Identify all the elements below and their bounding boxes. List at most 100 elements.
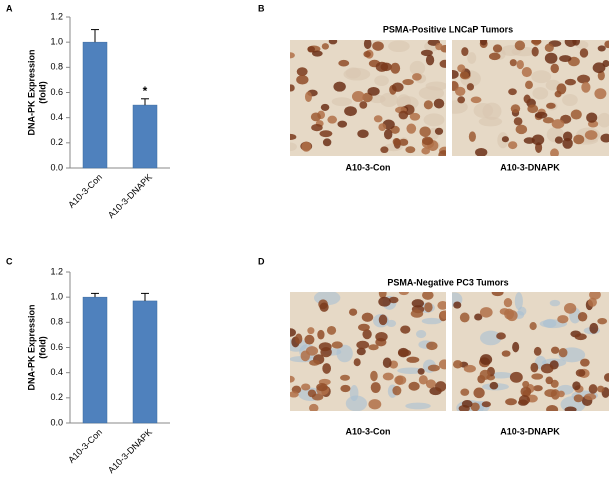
bar [132, 300, 158, 424]
nucleus [383, 129, 393, 140]
nucleus [398, 138, 409, 146]
nucleus [594, 88, 607, 100]
nucleus [479, 307, 493, 318]
nucleus [597, 70, 605, 81]
nucleus [327, 115, 338, 124]
nucleus [421, 147, 431, 155]
nucleus [320, 346, 332, 358]
nucleus [402, 78, 414, 86]
nucleus [534, 111, 548, 119]
nucleus [572, 40, 580, 46]
y-tick-label: 1.2 [50, 266, 63, 276]
nucleus [301, 383, 311, 391]
stroma [345, 67, 361, 79]
nucleus [520, 386, 532, 397]
stroma [478, 116, 503, 127]
nucleus [398, 349, 412, 357]
nucleus [290, 328, 296, 337]
nucleus [398, 110, 409, 120]
stroma [597, 112, 609, 128]
nucleus [409, 112, 421, 121]
nucleus [570, 109, 582, 120]
nucleus [358, 323, 370, 332]
nucleus [317, 329, 325, 340]
stroma [531, 70, 552, 84]
nucleus [309, 403, 319, 411]
nucleus [304, 334, 315, 345]
nucleus [290, 84, 295, 92]
nucleus [572, 381, 581, 391]
stroma [405, 402, 431, 410]
nucleus [438, 359, 446, 370]
nucleus [400, 325, 411, 334]
nucleus [492, 44, 503, 53]
y-tick-label: 0.0 [50, 417, 63, 427]
nucleus [363, 50, 371, 58]
nucleus [394, 375, 407, 385]
nucleus [521, 66, 532, 78]
nucleus [427, 364, 440, 372]
y-tick-label: 1.0 [50, 292, 63, 302]
nucleus [564, 302, 577, 314]
panel-label: D [258, 256, 265, 266]
nucleus [417, 368, 425, 375]
nucleus [530, 362, 539, 373]
nucleus [461, 400, 473, 408]
stroma [331, 97, 353, 107]
nucleus [454, 86, 466, 96]
nucleus [434, 127, 444, 135]
nucleus [554, 90, 562, 98]
nucleus [489, 381, 499, 390]
nucleus [344, 106, 357, 117]
x-tick-label: A10-3-Con [66, 172, 104, 210]
nucleus [368, 344, 379, 351]
nucleus [550, 389, 560, 400]
nucleus [361, 312, 374, 322]
nucleus [408, 381, 420, 391]
stroma [421, 317, 442, 325]
nucleus [461, 47, 469, 57]
nucleus [359, 101, 368, 109]
stroma [467, 52, 477, 64]
nucleus [319, 130, 333, 138]
nucleus [375, 61, 389, 72]
nucleus [529, 322, 537, 331]
nucleus [564, 406, 577, 411]
nucleus [425, 54, 435, 66]
stroma [388, 40, 410, 53]
panel-label: C [6, 256, 13, 266]
nucleus [435, 381, 446, 392]
nucleus [533, 385, 543, 392]
nucleus [531, 46, 539, 57]
nucleus [309, 359, 320, 366]
nucleus [515, 124, 528, 135]
nucleus [523, 94, 531, 104]
nucleus [378, 123, 387, 131]
nucleus [488, 52, 501, 61]
nucleus [589, 322, 599, 334]
stroma [480, 330, 502, 346]
nucleus [540, 363, 554, 374]
y-tick-label: 0.2 [50, 392, 63, 402]
nucleus [587, 297, 597, 307]
nucleus [326, 325, 337, 335]
x-tick-label: A10-3-DNAPK [106, 427, 154, 475]
nucleus [550, 63, 559, 74]
nucleus [479, 40, 488, 46]
nucleus [508, 88, 517, 96]
nucleus [581, 81, 591, 93]
nucleus [551, 346, 560, 354]
nucleus [557, 390, 565, 398]
nucleus [550, 148, 559, 156]
nucleus [322, 138, 332, 147]
nucleus [580, 358, 590, 367]
micrograph [290, 40, 446, 156]
y-axis-label: (fold) [37, 81, 47, 104]
nucleus [439, 59, 446, 68]
nucleus [452, 70, 459, 79]
nucleus [512, 341, 520, 353]
nucleus [375, 332, 388, 342]
nucleus [290, 133, 297, 141]
nucleus [424, 302, 433, 313]
nucleus [370, 370, 378, 382]
